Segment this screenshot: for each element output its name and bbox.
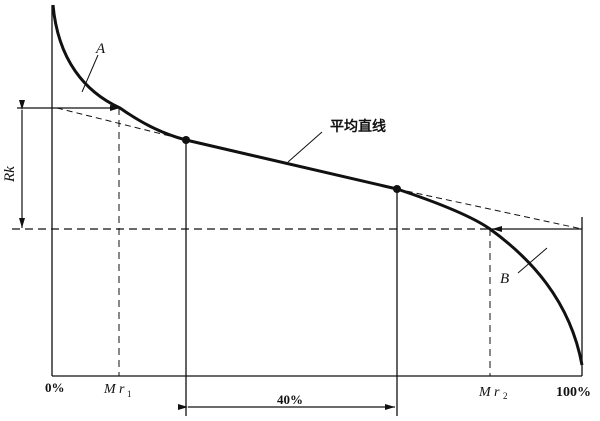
mr1-m: M	[103, 382, 117, 397]
label-mr2: M r 2	[478, 385, 508, 401]
label-b: B	[500, 271, 509, 287]
curve-b-leader	[517, 247, 548, 274]
extension-dashed-left	[56, 107, 187, 141]
mr2-m: M	[478, 385, 492, 400]
label-a: A	[95, 41, 106, 57]
label-rk: Rk	[2, 166, 18, 183]
mr1-sub: 1	[127, 389, 132, 399]
curve-a-leader	[81, 54, 99, 93]
point-2	[393, 185, 401, 193]
extension-dashed-right	[396, 188, 583, 230]
mean-line-leader	[287, 131, 323, 163]
label-mean-line: 平均直线	[330, 118, 386, 135]
label-40-percent: 40%	[277, 392, 303, 407]
mr2-sub: 2	[503, 391, 508, 401]
mr2-r: r	[494, 385, 500, 400]
label-0-percent: 0%	[45, 380, 65, 395]
label-mr1: M r 1	[103, 382, 132, 399]
bearing-area-curve	[51, 4, 584, 366]
mr1-r: r	[119, 382, 125, 397]
label-100-percent: 100%	[556, 385, 591, 400]
point-1	[182, 136, 190, 144]
